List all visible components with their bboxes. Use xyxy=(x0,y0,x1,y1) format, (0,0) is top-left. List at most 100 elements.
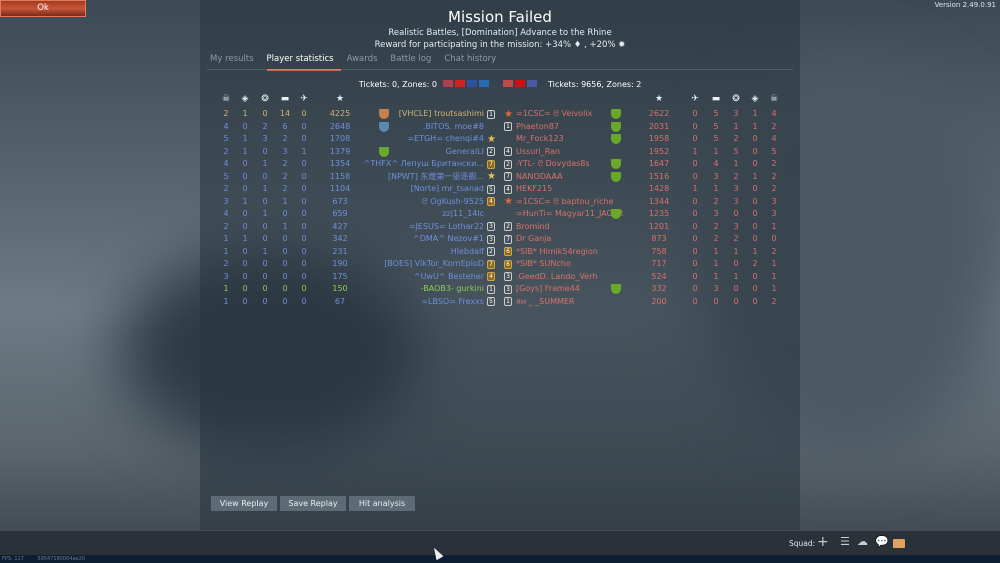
table-row[interactable]: 4 Ussuri_Ran 1952 1 1 5 0 5 xyxy=(0,146,800,158)
player-name[interactable]: =LBSO= Frexxs xyxy=(421,296,484,306)
player-name[interactable]: [NPWT] 东煌第一驱逐舰... xyxy=(387,171,484,181)
table-row[interactable]: 5 0 0 2 0 1158 [NPWT] 东煌第一驱逐舰... ★ xyxy=(0,171,500,183)
table-row[interactable]: Mr_Fock123 1958 0 5 2 0 4 xyxy=(0,133,800,145)
tab-player-statistics[interactable]: Player statistics xyxy=(266,54,341,71)
player-name[interactable]: *SIB* SUNcho xyxy=(516,259,571,268)
tab-awards[interactable]: Awards xyxy=(346,54,378,64)
player-name[interactable]: ^DMA^ Nezov#1 xyxy=(412,234,484,243)
player-name[interactable]: HEKF215 xyxy=(516,184,553,193)
table-row[interactable]: 1 ян _ _SUMMER 200 0 0 0 0 2 xyxy=(0,296,800,308)
table-row[interactable]: 2 1 0 14 0 4225 [VHCLE] troutsashimi 1 xyxy=(0,108,500,120)
table-row[interactable]: 6 *SIB* SUNcho 717 0 1 0 2 1 xyxy=(0,258,800,270)
rank-icon: 2 xyxy=(487,147,495,156)
player-name[interactable]: .GeedD. Lando_Verh xyxy=(516,271,598,281)
table-row[interactable]: 4 0 1 0 0 659 zzj11_14lc xyxy=(0,208,500,220)
table-row[interactable]: 3 0 0 0 0 175 ^UwU^ Besteher 4 xyxy=(0,271,500,283)
player-name[interactable]: Ussuri_Ran xyxy=(516,146,561,156)
table-row[interactable]: 4 HEKF215 1428 1 1 3 0 2 xyxy=(0,183,800,195)
table-row[interactable]: 7 Dr Ganja 873 0 2 2 0 0 xyxy=(0,233,800,245)
table-row[interactable]: 1 Phaeton87 2031 0 5 1 1 2 xyxy=(0,121,800,133)
player-name[interactable]: Bromind xyxy=(516,221,550,231)
view-replay-button[interactable]: View Replay xyxy=(211,496,277,511)
player-name[interactable]: =JESUS= Lothar22 xyxy=(408,221,484,231)
table-row[interactable]: 1 0 0 0 0 150 -BAOB3- gurkini 1 xyxy=(0,283,500,295)
player-name[interactable]: [Goys] Frame44 xyxy=(516,284,580,293)
table-row[interactable]: 2 0 0 0 0 190 [BOES] VikTor_KornEploD 7 xyxy=(0,258,500,270)
player-name[interactable]: [VHCLE] troutsashimi xyxy=(398,109,484,118)
player-name[interactable]: NANODAAA xyxy=(516,171,563,181)
rank-icon: 2 xyxy=(504,222,512,231)
player-name[interactable]: -YTL- ᘓ Dovydas8s xyxy=(516,159,590,168)
stat-value: 1 xyxy=(282,221,288,231)
stat-value: 1 xyxy=(262,209,268,218)
stat-value: 14 xyxy=(279,109,291,118)
player-name[interactable]: Phaeton87 xyxy=(516,121,559,131)
tab-chat-history[interactable]: Chat history xyxy=(444,54,497,64)
player-name[interactable]: =1CSC= ᘓ Veivolix xyxy=(516,109,593,118)
table-row[interactable]: 2 Bromind 1201 0 2 3 0 1 xyxy=(0,221,800,233)
stat-value: 0 xyxy=(692,259,698,268)
table-row[interactable]: 1 0 0 0 0 67 =LBSO= Frexxs 5 xyxy=(0,296,500,308)
ok-button[interactable]: Ok xyxy=(0,0,86,17)
save-replay-button[interactable]: Save Replay xyxy=(280,496,346,511)
squad-badge-icon xyxy=(611,109,621,119)
player-name[interactable]: ᘓ OgKush-9525 xyxy=(422,196,484,206)
player-name[interactable]: ^THFX^ Лепуш Британски... xyxy=(363,159,484,168)
table-row[interactable]: 7 NANODAAA 1516 0 3 2 1 2 xyxy=(0,171,800,183)
player-name[interactable]: =1CSC= ᘓ baptou_riche xyxy=(516,196,614,206)
list-icon[interactable]: ☰ xyxy=(840,535,850,548)
table-row[interactable]: 2 0 1 2 0 1104 [Norte] mr_tsanad 5 xyxy=(0,183,500,195)
stat-value: 2 xyxy=(282,159,288,168)
rank-icon: 4 xyxy=(487,197,495,206)
player-name[interactable]: Dr Ganja xyxy=(516,234,552,243)
stat-value: 1 xyxy=(223,284,229,293)
player-name[interactable]: [BOES] VikTor_KornEploD xyxy=(384,259,484,268)
table-row[interactable]: 5 1 3 2 0 1708 =ETGH= chenqi#4 ★ xyxy=(0,133,500,145)
table-row[interactable]: 6 *SIB* Himik54region 758 0 1 1 1 2 xyxy=(0,246,800,258)
table-row[interactable]: =HunTi= Magyar11_JAGER 1235 0 3 0 0 3 xyxy=(0,208,800,220)
stat-value: 0 xyxy=(301,296,307,306)
player-name[interactable]: Hlebdalf xyxy=(450,246,484,256)
tab-battle-log[interactable]: Battle log xyxy=(390,54,432,64)
contacts-icon[interactable]: ☁ xyxy=(857,535,868,548)
table-row[interactable]: 2 0 0 1 0 427 =JESUS= Lothar22 3 xyxy=(0,221,500,233)
add-squad-icon[interactable]: + xyxy=(817,534,829,550)
table-row[interactable]: 1 1 0 0 0 342 ^DMA^ Nezov#1 3 xyxy=(0,233,500,245)
table-row[interactable]: 2 -YTL- ᘓ Dovydas8s 1647 0 4 1 0 2 xyxy=(0,158,800,170)
player-name[interactable]: ян _ _SUMMER xyxy=(516,296,575,306)
player-name[interactable]: =HunTi= Magyar11_JAGER xyxy=(516,209,624,218)
chat-icon[interactable]: 💬 xyxy=(875,535,889,548)
stat-value: 2 xyxy=(771,159,777,168)
table-row[interactable]: 3 [Goys] Frame44 332 0 3 0 0 1 xyxy=(0,283,800,295)
table-row[interactable]: 3 .GeedD. Lando_Verh 524 0 1 1 0 1 xyxy=(0,271,800,283)
score: 1201 xyxy=(648,221,670,231)
player-name[interactable]: .BITOS. moe#8 xyxy=(422,121,484,131)
player-name[interactable]: zzj11_14lc xyxy=(442,209,484,218)
player-name[interactable]: GeneralLI xyxy=(445,146,484,156)
stat-value: 0 xyxy=(301,209,307,218)
ussr-flag-icon xyxy=(515,80,525,87)
japan-flag-icon xyxy=(503,80,513,87)
table-row[interactable]: 4 0 2 6 0 2648 .BITOS. moe#8 xyxy=(0,121,500,133)
player-name[interactable]: ^UwU^ Besteher xyxy=(413,271,484,281)
player-name[interactable]: *SIB* Himik54region xyxy=(516,246,598,256)
stat-value: 0 xyxy=(752,196,758,206)
table-row[interactable]: 1 0 1 0 0 231 Hlebdalf 2 xyxy=(0,246,500,258)
table-row[interactable]: 3 1 0 1 0 673 ᘓ OgKush-9525 4 xyxy=(0,196,500,208)
score: 427 xyxy=(332,221,348,231)
table-row[interactable]: ★ =1CSC= ᘓ baptou_riche 1344 0 2 3 0 3 xyxy=(0,196,800,208)
stat-value: 4 xyxy=(771,134,777,143)
player-name[interactable]: =ETGH= chenqi#4 xyxy=(407,134,484,143)
player-name[interactable]: -BAOB3- gurkini xyxy=(420,284,484,293)
table-row[interactable]: 4 0 1 2 0 1354 ^THFX^ Лепуш Британски... 7 xyxy=(0,158,500,170)
stat-value: 0 xyxy=(692,296,698,306)
rank-icon: 1 xyxy=(487,284,495,294)
table-row[interactable]: ★ =1CSC= ᘓ Veivolix 2622 0 5 3 1 4 xyxy=(0,108,800,120)
table-row[interactable]: 2 1 0 3 1 1379 GeneralLI 2 xyxy=(0,146,500,158)
hit-analysis-button[interactable]: Hit analysis xyxy=(349,496,415,511)
player-name[interactable]: [Norte] mr_tsanad xyxy=(410,184,484,193)
mail-icon[interactable] xyxy=(893,539,905,548)
player-name[interactable]: Mr_Fock123 xyxy=(516,134,564,143)
tab-my-results[interactable]: My results xyxy=(210,54,254,64)
skull-icon: ☠ xyxy=(769,94,779,104)
